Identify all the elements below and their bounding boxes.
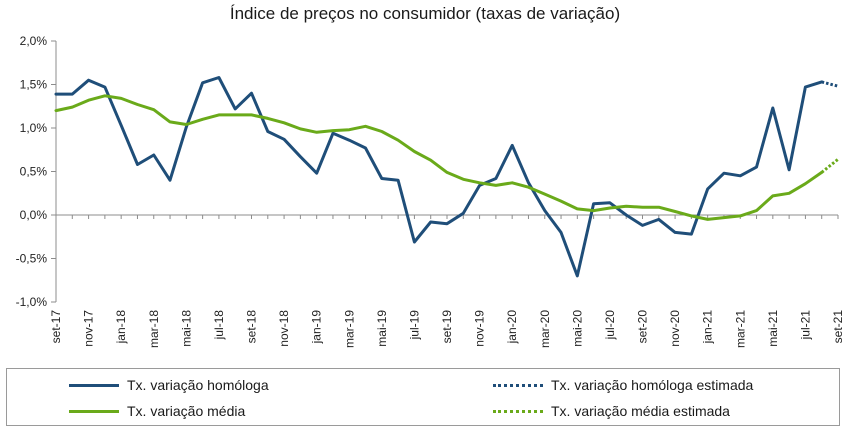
- legend-swatch-media-estimada: [493, 409, 543, 413]
- x-tick-label: mai-20: [570, 310, 584, 347]
- x-tick-label: set-18: [245, 310, 259, 344]
- x-tick-label: jul-20: [603, 310, 617, 341]
- x-tick-label: jul-21: [798, 310, 812, 341]
- x-tick-label: mai-19: [375, 310, 389, 347]
- x-tick-label: jul-19: [407, 310, 421, 341]
- legend-label-homologa: Tx. variação homóloga: [127, 377, 269, 393]
- y-tick-label: 0,5%: [20, 165, 48, 179]
- legend-item-homologa-estimada: Tx. variação homóloga estimada: [493, 375, 753, 395]
- y-tick-label: 1,5%: [20, 78, 48, 92]
- chart-series: [54, 76, 839, 278]
- x-tick-label: mai-18: [179, 310, 193, 347]
- legend-item-media: Tx. variação média: [69, 401, 245, 421]
- x-tick-label: set-20: [636, 310, 650, 344]
- legend-label-media-estimada: Tx. variação média estimada: [551, 403, 730, 419]
- series-line-0: [54, 76, 824, 278]
- y-tick-label: 1,0%: [20, 121, 48, 135]
- y-tick-label: -0,5%: [16, 252, 48, 266]
- legend-swatch-homologa-estimada: [493, 383, 543, 387]
- chart-plot: 2,0% 1,5% 1,0% 0,5% 0,0% -0,5% -1,0% set-17 nov…: [16, 34, 845, 348]
- legend-item-homologa: Tx. variação homóloga: [69, 375, 269, 395]
- x-tick-label: mar-21: [733, 310, 747, 348]
- y-tick-label: 2,0%: [20, 34, 48, 48]
- legend-swatch-media: [69, 409, 119, 413]
- x-tick-label: set-19: [440, 310, 454, 344]
- x-tick-label: nov-18: [277, 310, 291, 347]
- legend-label-media: Tx. variação média: [127, 403, 246, 419]
- chart-legend: Tx. variação homóloga Tx. variação homól…: [6, 368, 840, 426]
- legend-item-media-estimada: Tx. variação média estimada: [493, 401, 730, 421]
- series-line-1: [821, 80, 839, 88]
- x-tick-label: mar-18: [147, 310, 161, 348]
- x-tick-label: nov-17: [82, 310, 96, 347]
- x-tick-label: jan-20: [505, 310, 519, 345]
- x-tick-label: jul-18: [212, 310, 226, 341]
- x-tick-label: jan-19: [310, 310, 324, 345]
- x-tick-label: mar-20: [538, 310, 552, 348]
- series-line-2: [54, 94, 824, 221]
- x-tick-label: nov-19: [473, 310, 487, 347]
- y-tick-label: 0,0%: [20, 208, 48, 222]
- x-tick-label: set-21: [831, 310, 845, 344]
- legend-label-homologa-estimada: Tx. variação homóloga estimada: [551, 377, 754, 393]
- y-axis-ticks: 2,0% 1,5% 1,0% 0,5% 0,0% -0,5% -1,0%: [16, 34, 56, 309]
- chart-title: Índice de preços no consumidor (taxas de…: [229, 4, 621, 23]
- x-tick-label: nov-20: [668, 310, 682, 347]
- x-tick-label: jan-21: [701, 310, 715, 345]
- y-tick-label: -1,0%: [16, 295, 48, 309]
- x-axis-ticks: set-17 nov-17 jan-18 mar-18 mai-18 jul-18 set-…: [49, 215, 845, 348]
- legend-swatch-homologa: [69, 383, 119, 387]
- x-tick-label: mai-21: [766, 310, 780, 347]
- x-tick-label: set-17: [49, 310, 63, 344]
- x-tick-label: mar-19: [342, 310, 356, 348]
- series-line-3: [820, 158, 839, 174]
- x-tick-label: jan-18: [114, 310, 128, 345]
